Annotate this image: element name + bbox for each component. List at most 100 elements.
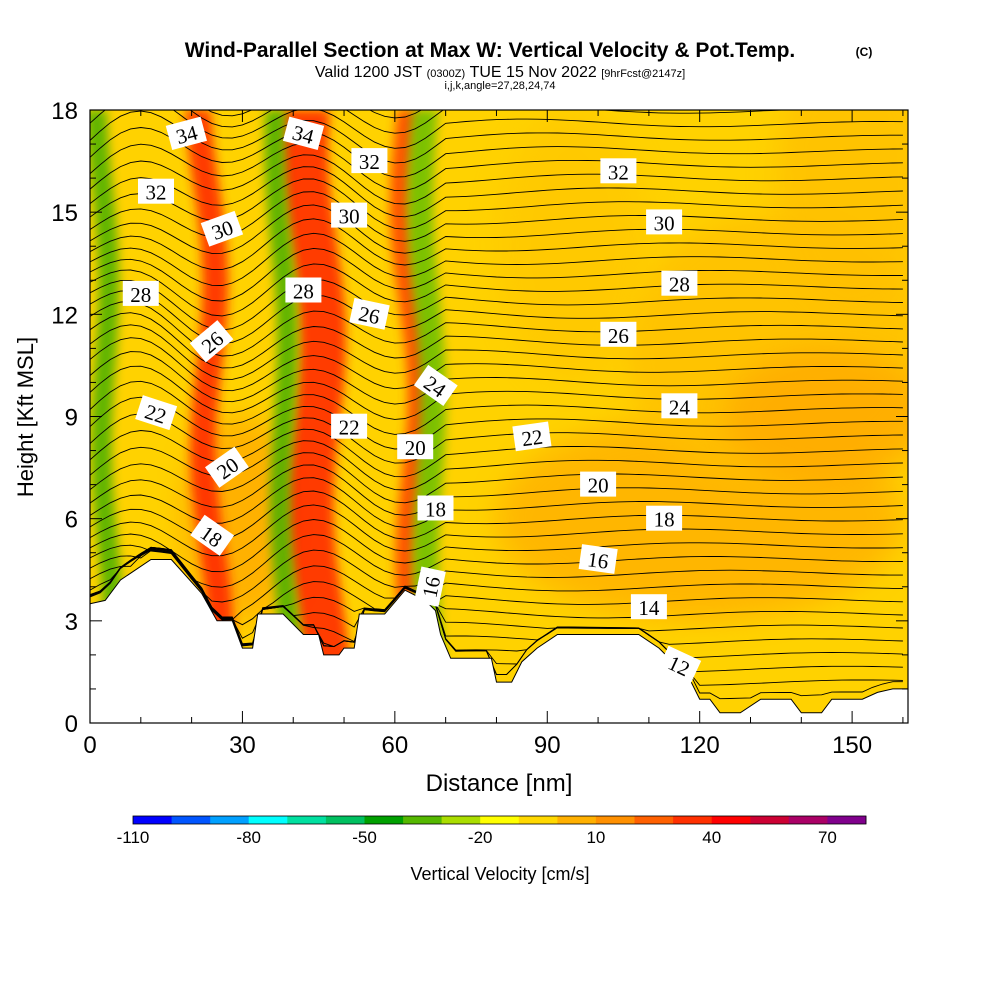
isentrope-label-box	[331, 413, 368, 439]
isentrope-label-text: 20	[405, 436, 426, 460]
downdraft-band-2	[407, 110, 451, 723]
chart-title: Wind-Parallel Section at Max W: Vertical…	[185, 39, 796, 62]
isentrope-label-13: 26	[600, 321, 637, 348]
isentrope-22	[90, 365, 903, 420]
isentrope-1	[90, 546, 903, 686]
y-tick-label: 0	[65, 711, 78, 738]
isentrope-3	[90, 546, 903, 659]
isentrope-label-11: 26	[189, 320, 234, 363]
colorbar-frame	[132, 815, 867, 825]
colorbar-tick-label: 40	[702, 828, 721, 847]
isentrope-label-box	[578, 544, 618, 574]
colorbar-swatch	[750, 816, 790, 824]
colorbar-swatch	[287, 816, 327, 824]
isentrope-label-17: 22	[331, 413, 368, 440]
isentrope-27	[90, 301, 903, 357]
isentrope-label-box	[135, 395, 178, 431]
isentrope-40	[90, 127, 903, 178]
isentrope-label-box	[351, 148, 388, 174]
colorbar-swatch	[673, 816, 713, 824]
y-tick-label: 6	[65, 507, 78, 534]
x-axis-label: Distance [nm]	[426, 770, 573, 797]
isentrope-label-10: 28	[661, 270, 698, 297]
isentrope-label-box	[190, 514, 235, 556]
isentrope-12	[90, 504, 903, 557]
colorbar-swatch	[518, 816, 558, 824]
isentrope-23	[90, 351, 903, 405]
isentrope-label-text: 16	[586, 547, 610, 574]
isentrope-11	[90, 519, 903, 573]
isentrope-label-box	[282, 116, 325, 151]
isentrope-label-text: 22	[520, 425, 544, 452]
isentrope-42	[90, 110, 903, 149]
isentrope-label-6: 30	[331, 202, 368, 229]
isentrope-4	[90, 547, 903, 647]
colorbar: -110 -80 -50 -20 10 40 70	[117, 815, 867, 847]
isentrope-label-text: 22	[339, 416, 360, 440]
isentrope-label-text: 26	[608, 324, 629, 348]
isentrope-label-box	[413, 566, 446, 607]
isentrope-label-text: 18	[654, 508, 675, 532]
isentrope-label-text: 20	[588, 474, 609, 498]
colorbar-tick-label: 10	[586, 828, 605, 847]
isentrope-label-text: 28	[669, 273, 690, 297]
isentrope-label-1: 34	[282, 116, 325, 151]
isentrope-label-text: 26	[356, 301, 382, 329]
colorbar-swatch	[711, 816, 751, 824]
isentrope-43	[189, 110, 791, 134]
colorbar-tick-label: -110	[117, 828, 150, 847]
x-tick-label: 120	[680, 732, 720, 759]
y-tick-label: 3	[65, 609, 78, 636]
isentrope-29	[90, 279, 903, 331]
x-tick-label: 0	[83, 732, 96, 759]
y-tick-label: 15	[51, 200, 78, 227]
isentrope-32	[90, 232, 903, 286]
isentrope-label-7: 30	[646, 209, 683, 235]
downdraft-band-1	[264, 110, 303, 723]
isentrope-15	[90, 464, 903, 516]
isentrope-label-box	[349, 297, 390, 330]
isentrope-label-box	[397, 434, 434, 460]
isentrope-label-box	[661, 270, 698, 296]
isentrope-9	[90, 549, 903, 603]
isentrope-label-12: 26	[349, 297, 390, 330]
isentrope-21	[90, 380, 903, 435]
isentrope-label-text: 30	[654, 211, 675, 235]
y-tick-label: 12	[51, 302, 78, 329]
isentrope-label-0: 34	[165, 116, 207, 151]
isentrope-label-27: 14	[630, 594, 667, 620]
colorbar-swatch	[403, 816, 443, 824]
x-tick-label: 30	[229, 732, 256, 759]
isentrope-38	[90, 154, 903, 205]
isentrope-label-box	[331, 202, 368, 228]
isentrope-label-3: 32	[351, 148, 388, 174]
colorbar-swatch	[827, 816, 867, 824]
isentrope-label-16: 22	[135, 395, 178, 431]
isentrope-34	[90, 204, 903, 254]
isentrope-20	[90, 396, 903, 450]
colorbar-swatch	[595, 816, 635, 824]
isentropes	[90, 110, 903, 700]
isentrope-label-box	[646, 505, 683, 531]
colorbar-swatch	[480, 816, 520, 824]
isentrope-label-text: 30	[339, 205, 360, 229]
isentrope-label-text: 32	[608, 160, 629, 184]
y-axis-label: Height [Kft MSL]	[13, 337, 38, 497]
isentrope-label-21: 20	[580, 471, 617, 498]
isentrope-26	[90, 312, 903, 369]
isentrope-label-15: 24	[661, 393, 698, 419]
isentrope-2	[90, 546, 903, 673]
isentrope-label-box	[600, 158, 637, 184]
colorbar-swatch	[788, 816, 828, 824]
isentrope-31	[90, 247, 903, 302]
x-tick-label: 90	[534, 732, 561, 759]
downdraft-band-0	[90, 110, 125, 723]
x-tick-label: 60	[381, 732, 408, 759]
isentrope-label-26: 16	[578, 544, 618, 574]
isentrope-14	[90, 477, 903, 528]
isentrope-label-box	[512, 421, 552, 452]
isentrope-label-box	[600, 321, 637, 347]
colorbar-swatch	[441, 816, 481, 824]
isentrope-label-box	[204, 446, 249, 488]
